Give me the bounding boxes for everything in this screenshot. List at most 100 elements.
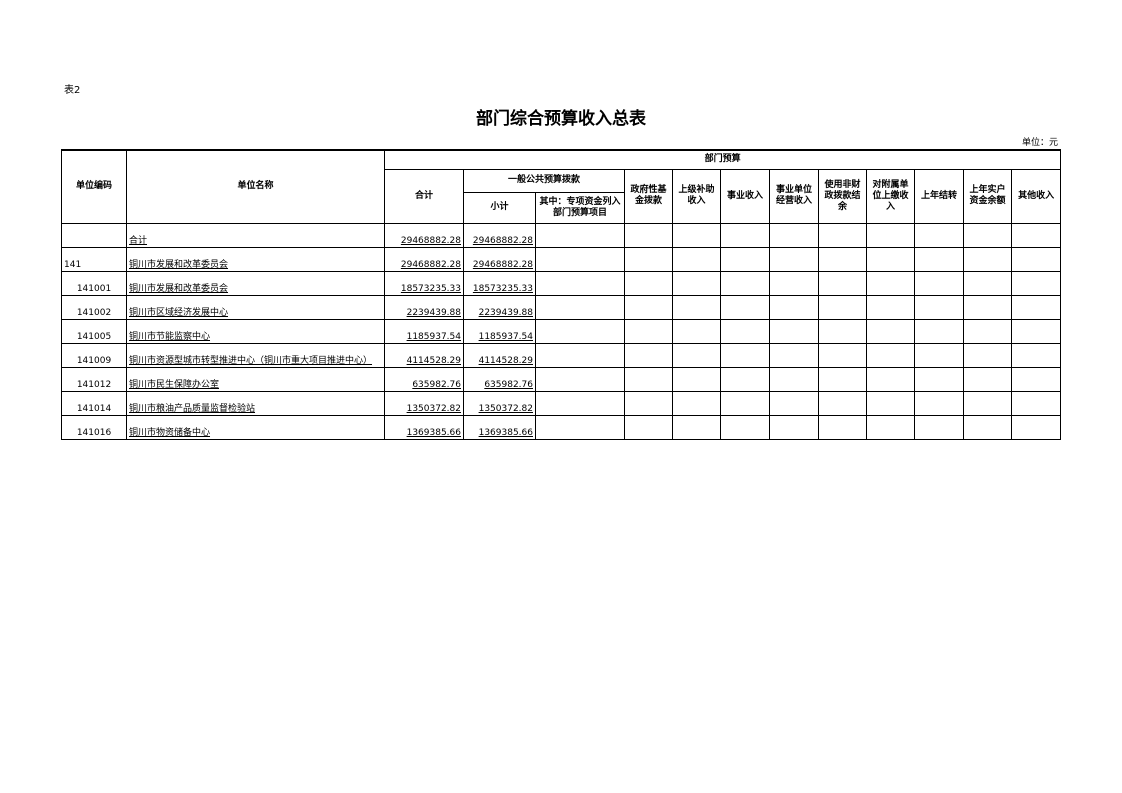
unit-label: 单位：元 bbox=[1021, 138, 1058, 148]
empty-cell bbox=[963, 414, 1012, 440]
table-row: 141005 铜川市节能监察中心 1185937.54 1185937.54 bbox=[61, 318, 1062, 344]
empty-cell bbox=[672, 390, 721, 416]
empty-cell bbox=[535, 414, 625, 440]
unit-code: 141 bbox=[61, 246, 127, 272]
empty-cell bbox=[535, 222, 625, 248]
header-nonfiscal: 使用非财政拨款结余 bbox=[818, 168, 867, 224]
table-label: 表2 bbox=[64, 85, 81, 96]
subtotal-value: 2239439.88 bbox=[463, 294, 536, 320]
table-row: 141014 铜川市粮油产品质量监督检验站 1350372.82 1350372.82 bbox=[61, 390, 1062, 416]
empty-cell bbox=[720, 318, 770, 344]
empty-cell bbox=[624, 222, 673, 248]
header-name: 单位名称 bbox=[126, 149, 385, 224]
empty-cell bbox=[963, 294, 1012, 320]
table-row: 141 铜川市发展和改革委员会 29468882.28 29468882.28 bbox=[61, 246, 1062, 272]
empty-cell bbox=[866, 270, 915, 296]
empty-cell bbox=[769, 246, 819, 272]
empty-cell bbox=[914, 222, 964, 248]
empty-cell bbox=[866, 414, 915, 440]
empty-cell bbox=[866, 318, 915, 344]
empty-cell bbox=[1010, 342, 1062, 368]
empty-cell bbox=[672, 246, 721, 272]
header-gov-fund: 政府性基金拨款 bbox=[624, 168, 673, 224]
header-general: 一般公共预算拨款 bbox=[463, 168, 625, 193]
page-title: 部门综合预算收入总表 bbox=[476, 109, 646, 129]
unit-code: 141005 bbox=[61, 318, 127, 344]
empty-cell bbox=[963, 342, 1012, 368]
empty-cell bbox=[818, 270, 867, 296]
empty-cell bbox=[535, 270, 625, 296]
empty-cell bbox=[1010, 390, 1062, 416]
empty-cell bbox=[914, 342, 964, 368]
empty-cell bbox=[535, 294, 625, 320]
empty-cell bbox=[866, 294, 915, 320]
unit-name: 合计 bbox=[126, 222, 385, 248]
empty-cell bbox=[1010, 318, 1062, 344]
empty-cell bbox=[1010, 294, 1062, 320]
empty-cell bbox=[769, 318, 819, 344]
unit-name: 铜川市资源型城市转型推进中心（铜川市重大项目推进中心） bbox=[126, 342, 385, 368]
total-value: 635982.76 bbox=[384, 366, 464, 392]
unit-name: 铜川市区域经济发展中心 bbox=[126, 294, 385, 320]
empty-cell bbox=[914, 318, 964, 344]
empty-cell bbox=[769, 390, 819, 416]
empty-cell bbox=[720, 390, 770, 416]
unit-code: 141002 bbox=[61, 294, 127, 320]
empty-cell bbox=[624, 318, 673, 344]
unit-name: 铜川市物资储备中心 bbox=[126, 414, 385, 440]
empty-cell bbox=[818, 222, 867, 248]
table-row: 141009 铜川市资源型城市转型推进中心（铜川市重大项目推进中心） 4114528… bbox=[61, 342, 1062, 368]
total-value: 1369385.66 bbox=[384, 414, 464, 440]
empty-cell bbox=[818, 390, 867, 416]
empty-cell bbox=[818, 366, 867, 392]
empty-cell bbox=[963, 246, 1012, 272]
empty-cell bbox=[720, 366, 770, 392]
subtotal-value: 1185937.54 bbox=[463, 318, 536, 344]
header-code: 单位编码 bbox=[61, 149, 127, 224]
unit-name: 铜川市发展和改革委员会 bbox=[126, 270, 385, 296]
empty-cell bbox=[1010, 414, 1062, 440]
empty-cell bbox=[769, 222, 819, 248]
empty-cell bbox=[535, 390, 625, 416]
empty-cell bbox=[866, 222, 915, 248]
total-value: 4114528.29 bbox=[384, 342, 464, 368]
header-total: 合计 bbox=[384, 168, 464, 224]
unit-code bbox=[61, 222, 127, 248]
empty-cell bbox=[624, 246, 673, 272]
header-business: 事业收入 bbox=[720, 168, 770, 224]
empty-cell bbox=[672, 318, 721, 344]
subtotal-value: 4114528.29 bbox=[463, 342, 536, 368]
empty-cell bbox=[1010, 270, 1062, 296]
total-value: 29468882.28 bbox=[384, 246, 464, 272]
empty-cell bbox=[624, 366, 673, 392]
empty-cell bbox=[720, 222, 770, 248]
subtotal-value: 29468882.28 bbox=[463, 246, 536, 272]
empty-cell bbox=[624, 390, 673, 416]
unit-name: 铜川市粮油产品质量监督检验站 bbox=[126, 390, 385, 416]
empty-cell bbox=[866, 342, 915, 368]
empty-cell bbox=[769, 414, 819, 440]
subtotal-value: 635982.76 bbox=[463, 366, 536, 392]
empty-cell bbox=[769, 342, 819, 368]
empty-cell bbox=[720, 294, 770, 320]
empty-cell bbox=[818, 246, 867, 272]
empty-cell bbox=[914, 270, 964, 296]
empty-cell bbox=[914, 294, 964, 320]
empty-cell bbox=[769, 270, 819, 296]
empty-cell bbox=[963, 366, 1012, 392]
header-dept-budget: 部门预算 bbox=[383, 149, 1062, 170]
header-account: 上年实户资金余额 bbox=[963, 168, 1012, 224]
subtotal-value: 1369385.66 bbox=[463, 414, 536, 440]
unit-name: 铜川市民生保障办公室 bbox=[126, 366, 385, 392]
empty-cell bbox=[769, 366, 819, 392]
empty-cell bbox=[624, 342, 673, 368]
empty-cell bbox=[720, 246, 770, 272]
empty-cell bbox=[818, 294, 867, 320]
subtotal-value: 29468882.28 bbox=[463, 222, 536, 248]
empty-cell bbox=[963, 318, 1012, 344]
total-value: 1350372.82 bbox=[384, 390, 464, 416]
empty-cell bbox=[720, 342, 770, 368]
unit-name: 铜川市发展和改革委员会 bbox=[126, 246, 385, 272]
empty-cell bbox=[720, 414, 770, 440]
empty-cell bbox=[624, 270, 673, 296]
